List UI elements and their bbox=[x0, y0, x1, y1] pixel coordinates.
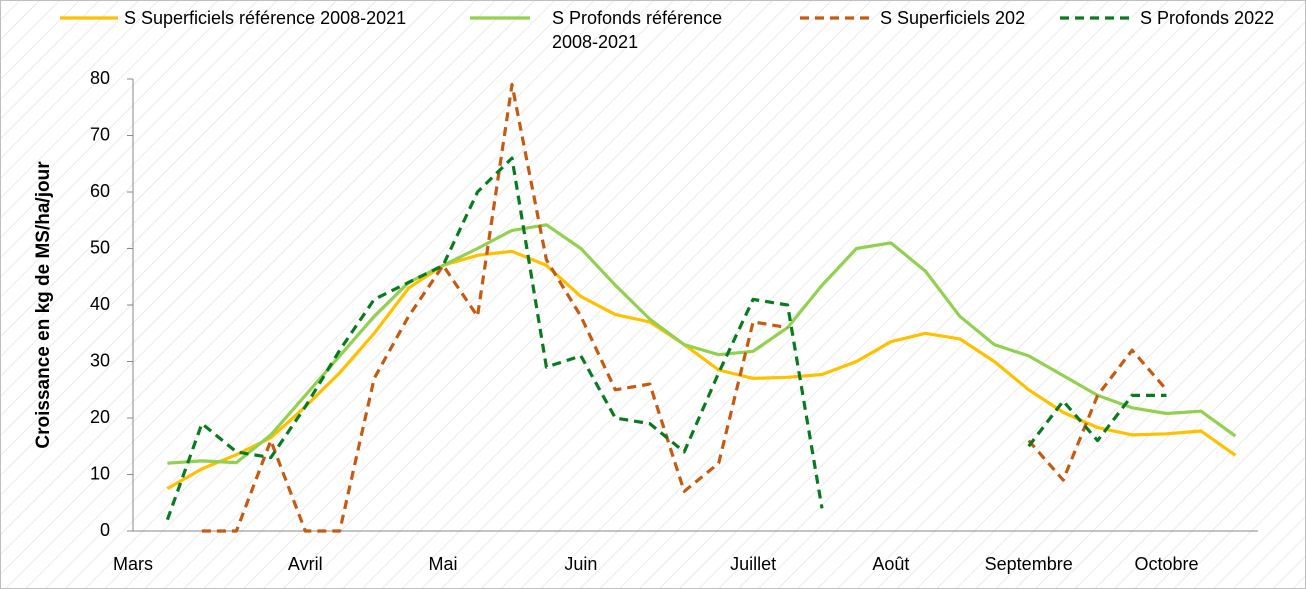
x-tick-label: Juin bbox=[564, 554, 597, 574]
legend-swatch bbox=[800, 16, 872, 20]
legend-label: S Superficiels 202 bbox=[880, 8, 1026, 28]
y-tick-label: 0 bbox=[100, 520, 110, 540]
x-tick-label: Avril bbox=[288, 554, 323, 574]
series-line bbox=[167, 223, 1237, 465]
x-tick-label: Mai bbox=[429, 554, 458, 574]
legend-item: S Profonds 2022 bbox=[1060, 6, 1274, 30]
legend-label: S Superficiels référence 2008-2021 bbox=[124, 8, 407, 28]
legend-item: S Superficiels référence 2008-2021 bbox=[60, 6, 406, 30]
y-tick-label: 20 bbox=[90, 407, 110, 427]
y-axis-title: Croissance en kg de MS/ha/jour bbox=[33, 161, 54, 449]
legend-swatch bbox=[1060, 16, 1132, 20]
legend-swatch bbox=[470, 16, 530, 20]
legend-item: S Superficiels 202 bbox=[800, 6, 1025, 30]
series-line bbox=[201, 83, 788, 533]
y-tick-label: 50 bbox=[90, 237, 110, 257]
x-tick-label: Août bbox=[872, 554, 909, 574]
y-tick-label: 10 bbox=[90, 463, 110, 483]
y-tick-label: 40 bbox=[90, 294, 110, 314]
series-line bbox=[1027, 348, 1168, 482]
legend-label: S Profonds 2022 bbox=[1140, 8, 1275, 28]
x-tick-label: Septembre bbox=[985, 554, 1073, 574]
x-tick-label: Mars bbox=[113, 554, 153, 574]
legend-label: S Profonds référence 2008-2021 bbox=[552, 8, 723, 52]
legend-item: S Profonds référence 2008-2021 bbox=[470, 6, 752, 54]
x-tick-label: Octobre bbox=[1134, 554, 1198, 574]
y-tick-label: 60 bbox=[90, 181, 110, 201]
y-tick-label: 30 bbox=[90, 350, 110, 370]
y-tick-label: 70 bbox=[90, 124, 110, 144]
legend-swatch bbox=[60, 16, 118, 20]
legend: S Superficiels référence 2008-2021 S Prof… bbox=[0, 6, 1306, 66]
x-tick-label: Juillet bbox=[730, 554, 776, 574]
series-line bbox=[1027, 393, 1167, 448]
y-tick-label: 80 bbox=[90, 68, 110, 88]
